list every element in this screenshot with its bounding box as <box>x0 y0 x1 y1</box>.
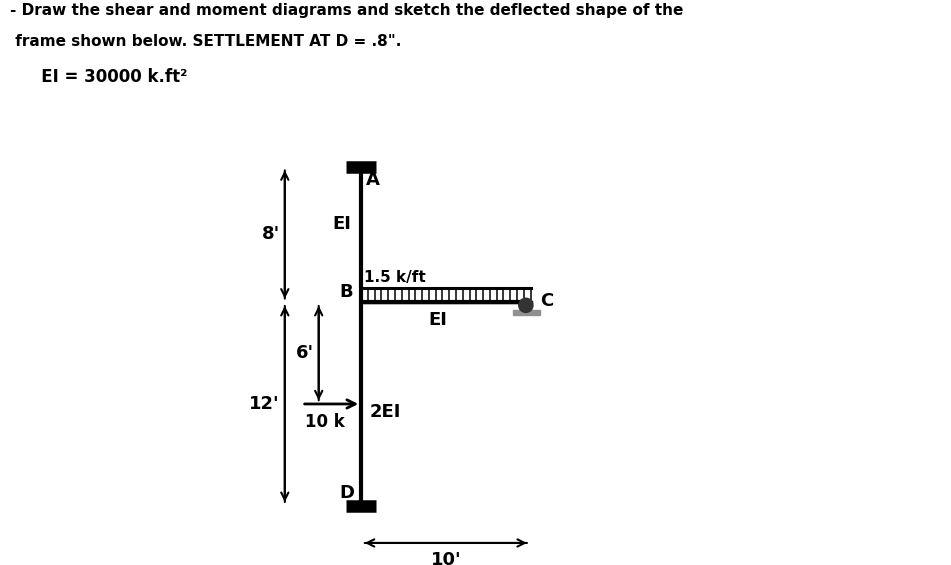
Text: C: C <box>540 293 553 310</box>
Text: 6': 6' <box>297 344 315 362</box>
Text: 1.5 k/ft: 1.5 k/ft <box>364 270 426 285</box>
Text: 10': 10' <box>431 550 461 565</box>
Text: A: A <box>366 171 380 189</box>
Text: - Draw the shear and moment diagrams and sketch the deflected shape of the: - Draw the shear and moment diagrams and… <box>10 3 683 18</box>
Text: 8': 8' <box>262 225 280 244</box>
Text: 2EI: 2EI <box>370 403 401 421</box>
Text: EI = 30000 k.ft²: EI = 30000 k.ft² <box>24 68 187 86</box>
Text: EI: EI <box>332 215 351 233</box>
Text: 12': 12' <box>249 395 280 413</box>
Bar <box>513 310 540 315</box>
Circle shape <box>518 298 533 312</box>
Text: frame shown below. SETTLEMENT AT D = .8".: frame shown below. SETTLEMENT AT D = .8"… <box>10 34 401 49</box>
Text: B: B <box>340 282 354 301</box>
Text: EI: EI <box>428 311 447 329</box>
Text: 10 k: 10 k <box>305 414 345 431</box>
Text: D: D <box>340 484 355 502</box>
